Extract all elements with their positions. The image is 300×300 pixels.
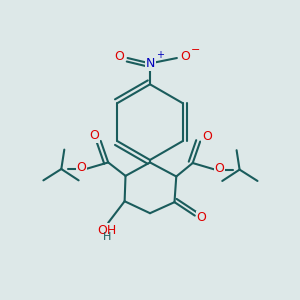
Text: O: O (202, 130, 212, 143)
Text: O: O (114, 50, 124, 63)
Text: O: O (196, 212, 206, 224)
Text: N: N (146, 57, 155, 70)
Text: O: O (214, 162, 224, 175)
Text: +: + (156, 50, 164, 60)
Text: O: O (89, 129, 99, 142)
Text: −: − (191, 45, 200, 55)
Text: H: H (103, 232, 111, 242)
Text: O: O (76, 161, 86, 174)
Text: OH: OH (97, 224, 116, 237)
Text: O: O (180, 50, 190, 63)
